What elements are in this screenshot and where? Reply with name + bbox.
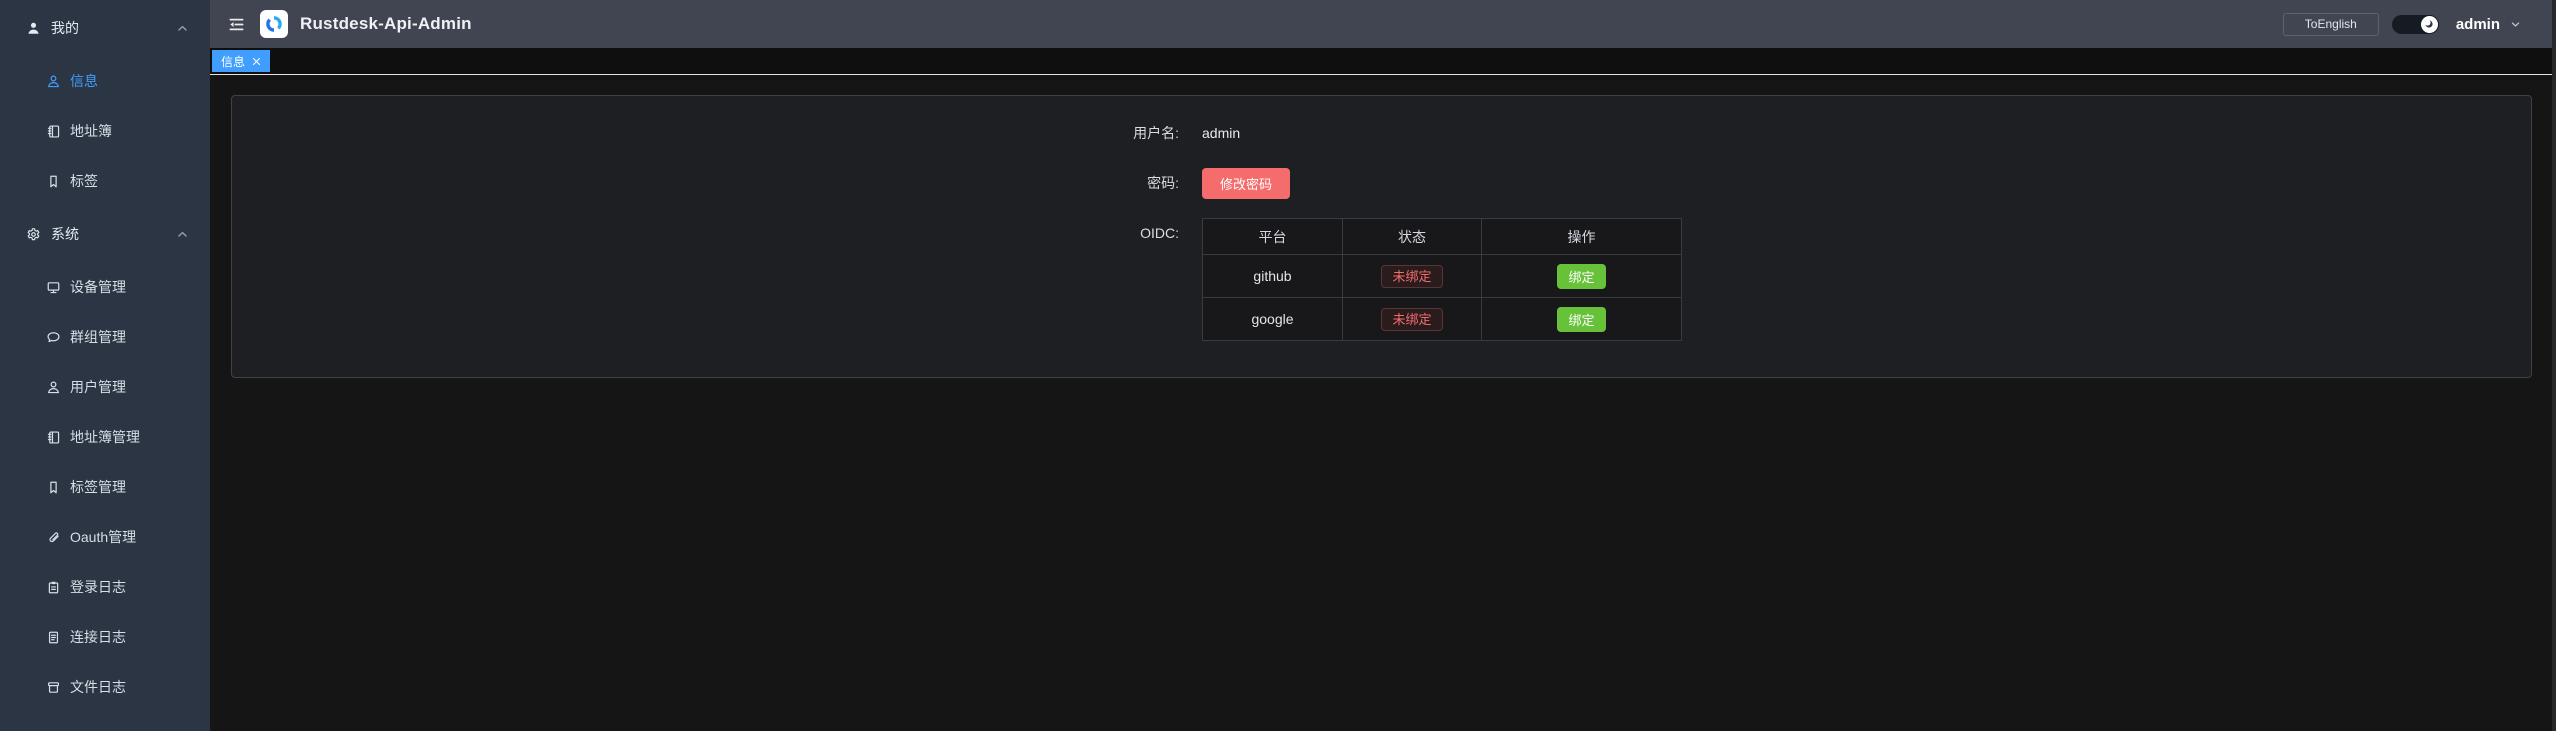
topbar-right-controls: ToEnglish admin xyxy=(2282,12,2522,36)
tab-info[interactable]: 信息 xyxy=(212,50,271,72)
chevron-down-icon[interactable] xyxy=(2509,18,2522,31)
sidebar-item-label: 标签管理 xyxy=(70,479,126,495)
theme-toggle[interactable] xyxy=(2391,14,2439,34)
sidebar-item-address-book[interactable]: 地址簿 xyxy=(0,106,210,156)
bookmark-icon xyxy=(50,481,57,493)
profile-card: 用户名: admin 密码: 修改密码 OIDC: 平台 状态 操作 githu… xyxy=(231,95,2532,378)
sidebar-item-tag-management[interactable]: 标签管理 xyxy=(0,462,210,512)
moon-icon xyxy=(2425,19,2433,28)
bind-button-google[interactable]: 绑定 xyxy=(1557,306,1606,332)
tab-bar: 信息 xyxy=(210,48,2552,75)
sidebar: 我的 信息 地址簿 标签 系统 xyxy=(0,0,210,731)
column-header-platform: 平台 xyxy=(1202,218,1343,255)
main-content: 用户名: admin 密码: 修改密码 OIDC: 平台 状态 操作 githu… xyxy=(210,75,2552,731)
action-cell: 绑定 xyxy=(1481,254,1682,298)
username-label: 用户名: xyxy=(1133,125,1179,141)
column-header-status: 状态 xyxy=(1342,218,1482,255)
sidebar-group-my[interactable]: 我的 xyxy=(0,0,210,56)
sidebar-item-label: 文件日志 xyxy=(70,679,126,695)
status-cell: 未绑定 xyxy=(1342,254,1482,298)
chat-bubble-icon xyxy=(47,331,60,342)
sidebar-item-label: 信息 xyxy=(70,73,98,89)
status-badge: 未绑定 xyxy=(1381,307,1443,331)
oidc-label: OIDC: xyxy=(1140,225,1179,241)
monitor-icon xyxy=(47,281,60,293)
chevron-up-icon xyxy=(178,231,187,237)
status-badge: 未绑定 xyxy=(1381,264,1443,288)
sidebar-item-user-management[interactable]: 用户管理 xyxy=(0,362,210,412)
action-cell: 绑定 xyxy=(1481,297,1682,341)
sidebar-item-label: 标签 xyxy=(70,173,98,189)
sidebar-item-connection-log[interactable]: 连接日志 xyxy=(0,612,210,662)
topbar: Rustdesk-Api-Admin ToEnglish admin xyxy=(210,0,2552,48)
oidc-table: 平台 状态 操作 github 未绑定 绑定 xyxy=(1202,218,1682,341)
sidebar-item-info[interactable]: 信息 xyxy=(0,56,210,106)
user-icon xyxy=(48,75,59,87)
rustdesk-logo xyxy=(260,10,288,38)
password-label: 密码: xyxy=(1147,175,1179,191)
user-filled-icon xyxy=(28,22,39,34)
status-cell: 未绑定 xyxy=(1342,297,1482,341)
platform-cell: github xyxy=(1202,254,1343,298)
username-value: admin xyxy=(1202,125,1241,141)
document-icon xyxy=(48,631,59,643)
oidc-table-header-row: 平台 状态 操作 xyxy=(1202,218,1682,255)
bookmark-icon xyxy=(50,175,57,187)
notebook-icon xyxy=(47,430,60,444)
sidebar-item-label: 地址簿管理 xyxy=(70,429,140,445)
app-title: Rustdesk-Api-Admin xyxy=(300,14,472,33)
notebook-icon xyxy=(47,124,60,138)
sidebar-item-label: Oauth管理 xyxy=(70,529,137,545)
sidebar-item-label: 群组管理 xyxy=(70,329,126,345)
sidebar-group-system[interactable]: 系统 xyxy=(0,206,210,262)
bind-button-github[interactable]: 绑定 xyxy=(1557,263,1606,289)
sidebar-item-label: 连接日志 xyxy=(70,629,126,645)
table-row-google: google 未绑定 绑定 xyxy=(1202,297,1682,341)
tab-label: 信息 xyxy=(221,54,246,69)
sidebar-group-label: 我的 xyxy=(51,20,79,36)
sidebar-item-group-management[interactable]: 群组管理 xyxy=(0,312,210,362)
chevron-up-icon xyxy=(178,25,187,31)
paperclip-icon xyxy=(49,531,59,542)
archive-box-icon xyxy=(48,681,59,693)
change-password-button[interactable]: 修改密码 xyxy=(1202,168,1290,199)
clipboard-icon xyxy=(48,581,59,593)
language-switch-button[interactable]: ToEnglish xyxy=(2282,12,2379,36)
table-row-github: github 未绑定 绑定 xyxy=(1202,254,1682,298)
sidebar-item-addressbook-management[interactable]: 地址簿管理 xyxy=(0,412,210,462)
user-menu[interactable]: admin xyxy=(2455,15,2500,33)
sidebar-item-label: 地址簿 xyxy=(70,123,112,139)
scrollbar-track[interactable] xyxy=(2552,0,2556,731)
user-icon xyxy=(48,381,59,393)
theme-toggle-knob xyxy=(2420,15,2438,33)
sidebar-item-device-management[interactable]: 设备管理 xyxy=(0,262,210,312)
menu-fold-icon[interactable] xyxy=(228,16,245,33)
close-icon[interactable] xyxy=(252,57,261,66)
sidebar-item-oauth-management[interactable]: Oauth管理 xyxy=(0,512,210,562)
gear-icon xyxy=(27,227,40,240)
sidebar-group-label: 系统 xyxy=(51,226,79,242)
sidebar-item-file-log[interactable]: 文件日志 xyxy=(0,662,210,712)
sidebar-item-login-log[interactable]: 登录日志 xyxy=(0,562,210,612)
platform-cell: google xyxy=(1202,297,1343,341)
sidebar-item-tags[interactable]: 标签 xyxy=(0,156,210,206)
sidebar-item-label: 设备管理 xyxy=(70,279,126,295)
column-header-action: 操作 xyxy=(1481,218,1682,255)
sidebar-item-label: 登录日志 xyxy=(70,579,126,595)
sidebar-item-label: 用户管理 xyxy=(70,379,126,395)
